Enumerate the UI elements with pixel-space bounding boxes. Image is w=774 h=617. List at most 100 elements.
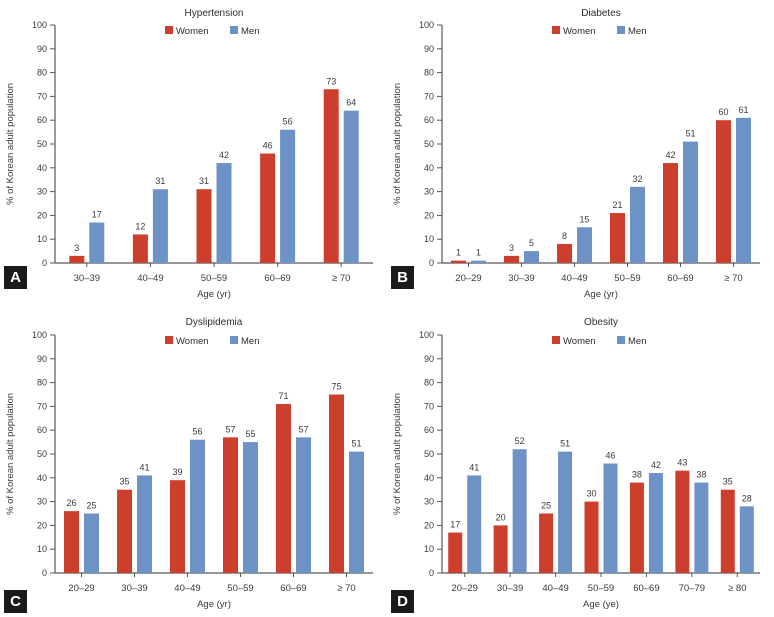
panel-label-badge: A xyxy=(4,266,27,289)
y-tick-label: 30 xyxy=(424,187,434,197)
bar-value-label: 1 xyxy=(456,248,461,258)
chart-title: Diabetes xyxy=(581,8,620,19)
bar-value-label: 41 xyxy=(139,462,149,472)
x-tick-label: 20–29 xyxy=(455,273,481,284)
bar-value-label: 26 xyxy=(66,498,76,508)
bar-women xyxy=(223,437,238,573)
bar-value-label: 5 xyxy=(529,238,534,248)
y-tick-label: 60 xyxy=(37,425,47,435)
bar-value-label: 41 xyxy=(469,462,479,472)
y-tick-label: 40 xyxy=(424,163,434,173)
panel-label-badge: D xyxy=(391,590,414,613)
chart-title: Obesity xyxy=(584,317,618,328)
bar-men xyxy=(343,110,359,264)
diabetes-bar-chart: Diabetes Women Men 0 10 20 30 40 50 60 70 80 90 100 % … xyxy=(392,8,760,300)
bar-value-label: 1 xyxy=(476,248,481,258)
x-axis-title: Age (yr) xyxy=(197,289,231,300)
y-tick-label: 90 xyxy=(424,354,434,364)
bar-value-label: 42 xyxy=(219,150,229,160)
y-tick-label: 20 xyxy=(424,210,434,220)
bar-men xyxy=(512,449,527,573)
bar-women xyxy=(720,489,735,573)
bar-women xyxy=(64,511,79,573)
x-tick-label: 60–69 xyxy=(264,273,290,284)
bar-value-label: 38 xyxy=(696,470,706,480)
bar-women xyxy=(610,213,625,263)
x-tick-label: ≥ 80 xyxy=(728,583,746,594)
y-tick-label: 90 xyxy=(37,44,47,54)
y-tick-label: 30 xyxy=(37,497,47,507)
bar-women xyxy=(663,163,678,263)
bar-value-label: 17 xyxy=(450,520,460,530)
y-axis-title: % of Korean adult population xyxy=(392,83,403,205)
y-tick-label: 80 xyxy=(424,68,434,78)
bar-men xyxy=(471,260,486,263)
y-tick-label: 10 xyxy=(424,544,434,554)
x-tick-label: ≥ 70 xyxy=(337,583,355,594)
y-tick-label: 100 xyxy=(32,20,47,30)
y-tick-label: 20 xyxy=(37,210,47,220)
y-tick-label: 40 xyxy=(424,473,434,483)
legend-swatch-women xyxy=(552,336,560,344)
x-axis-title: Age (yr) xyxy=(584,289,618,300)
bar-men xyxy=(694,482,709,573)
hypertension-bar-chart: Hypertension Women Men 0 10 20 30 40 50 60 70 80 90 1… xyxy=(5,8,373,300)
bar-women xyxy=(716,120,731,263)
x-tick-label: 20–29 xyxy=(68,583,94,594)
bar-value-label: 20 xyxy=(496,512,506,522)
y-tick-label: 90 xyxy=(37,354,47,364)
bar-men xyxy=(739,506,754,573)
x-tick-label: ≥ 70 xyxy=(724,273,742,284)
chart-title: Hypertension xyxy=(185,8,244,19)
x-tick-label: 30–39 xyxy=(74,273,100,284)
y-tick-label: 30 xyxy=(37,187,47,197)
bar-men xyxy=(137,475,152,573)
y-tick-label: 20 xyxy=(424,520,434,530)
x-tick-label: 40–49 xyxy=(561,273,587,284)
y-tick-label: 60 xyxy=(37,115,47,125)
panel-label-badge: B xyxy=(391,266,414,289)
bar-value-label: 28 xyxy=(742,493,752,503)
legend-label-men: Men xyxy=(628,26,646,37)
bar-value-label: 31 xyxy=(199,176,209,186)
bar-men xyxy=(577,227,592,263)
bar-men xyxy=(648,473,663,573)
x-tick-label: 50–59 xyxy=(614,273,640,284)
y-tick-label: 70 xyxy=(37,401,47,411)
bar-value-label: 32 xyxy=(632,174,642,184)
bar-men xyxy=(467,475,482,573)
y-tick-label: 60 xyxy=(424,425,434,435)
y-tick-label: 100 xyxy=(32,330,47,340)
y-tick-label: 80 xyxy=(37,68,47,78)
bar-women xyxy=(584,501,599,573)
bar-value-label: 38 xyxy=(632,470,642,480)
obesity-bar-chart: Obesity Women Men 0 10 20 30 40 50 60 70 80 90 100 % o… xyxy=(392,317,760,610)
x-tick-label: 70–79 xyxy=(679,583,705,594)
legend-swatch-women xyxy=(552,26,560,34)
x-tick-label: 50–59 xyxy=(227,583,253,594)
x-tick-label: 60–69 xyxy=(667,273,693,284)
bar-value-label: 30 xyxy=(586,489,596,499)
bar-value-label: 56 xyxy=(283,117,293,127)
y-tick-label: 0 xyxy=(429,568,434,578)
x-tick-label: 30–39 xyxy=(121,583,147,594)
y-axis-title: % of Korean adult population xyxy=(5,83,16,205)
legend-label-men: Men xyxy=(241,336,259,347)
x-tick-label: 40–49 xyxy=(137,273,163,284)
bar-women xyxy=(132,234,148,263)
y-tick-label: 10 xyxy=(424,234,434,244)
bar-value-label: 51 xyxy=(685,129,695,139)
bar-value-label: 8 xyxy=(562,231,567,241)
legend-swatch-women xyxy=(165,336,173,344)
bar-women xyxy=(117,489,132,573)
bar-value-label: 12 xyxy=(135,221,145,231)
bar-value-label: 15 xyxy=(579,214,589,224)
bar-value-label: 25 xyxy=(86,501,96,511)
bar-men xyxy=(296,437,311,573)
bar-value-label: 35 xyxy=(119,477,129,487)
y-tick-label: 90 xyxy=(424,44,434,54)
y-tick-label: 50 xyxy=(37,449,47,459)
bar-men xyxy=(524,251,539,263)
bar-women xyxy=(260,153,276,263)
bar-women xyxy=(170,480,185,573)
